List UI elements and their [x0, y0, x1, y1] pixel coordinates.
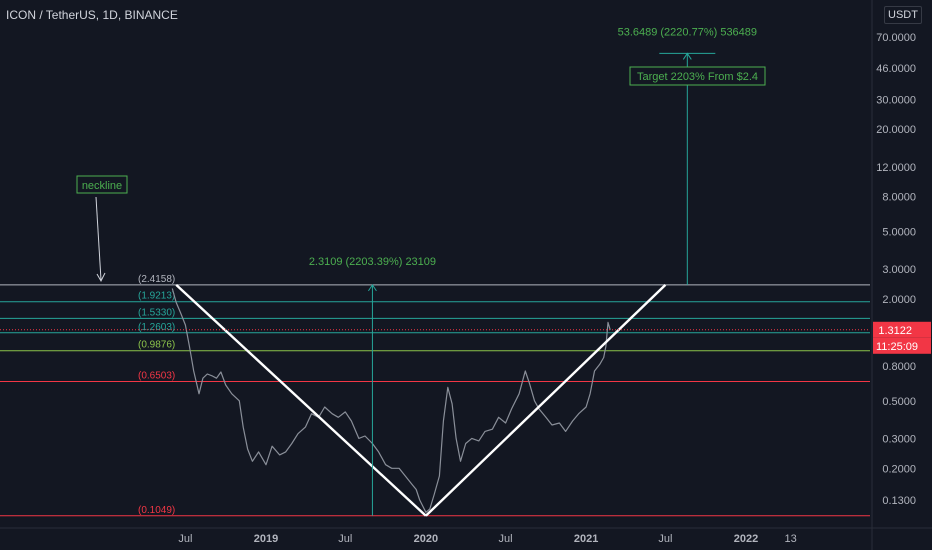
countdown-tag [873, 337, 931, 354]
y-tick-label: 20.0000 [876, 124, 916, 136]
y-tick-label: 3.0000 [882, 264, 916, 276]
y-tick-label: 12.0000 [876, 162, 916, 174]
level-label: (0.1049) [138, 505, 175, 516]
v-pattern-line [425, 283, 667, 517]
y-tick-label: 0.5000 [882, 396, 916, 408]
countdown-label: 11:25:09 [876, 341, 918, 353]
level-label: (1.5330) [138, 307, 175, 318]
symbol-title[interactable]: ICON / TetherUS, 1D, BINANCE [6, 8, 178, 22]
last-price-tag [873, 321, 931, 338]
level-label: (1.2603) [138, 322, 175, 333]
neckline-arrow [95, 196, 102, 281]
x-tick-label: 13 [785, 533, 797, 545]
y-tick-label: 8.0000 [882, 192, 916, 204]
y-tick-label: 0.3000 [882, 433, 916, 445]
y-tick-label: 2.0000 [882, 294, 916, 306]
measure-label: 53.6489 (2220.77%) 536489 [618, 26, 757, 38]
x-tick-label: Jul [338, 533, 352, 545]
last-price-label: 1.3122 [878, 325, 912, 337]
target-note-label: Target 2203% From $2.4 [637, 71, 758, 83]
currency-button[interactable]: USDT [884, 6, 922, 24]
measure-label: 2.3109 (2203.39%) 23109 [309, 256, 436, 268]
y-tick-label: 70.0000 [876, 32, 916, 44]
x-tick-label: 2019 [254, 533, 278, 545]
x-tick-label: Jul [658, 533, 672, 545]
level-label: (1.9213) [138, 291, 175, 302]
neckline-box [76, 175, 128, 194]
neckline-label: neckline [82, 180, 122, 192]
level-label: (0.6503) [138, 370, 175, 381]
price-series-line [171, 288, 611, 513]
y-tick-label: 30.0000 [876, 94, 916, 106]
y-tick-label: 0.1300 [882, 495, 916, 507]
y-tick-label: 5.0000 [882, 226, 916, 238]
y-tick-label: 46.0000 [876, 63, 916, 75]
target-note-box [629, 66, 766, 86]
x-tick-label: 2021 [574, 533, 598, 545]
y-tick-label: 0.8000 [882, 361, 916, 373]
x-tick-label: Jul [499, 533, 513, 545]
measure-arrow-head [368, 283, 377, 292]
y-tick-label: 0.2000 [882, 463, 916, 475]
x-tick-label: 2022 [734, 533, 758, 545]
level-label: (2.4158) [138, 274, 175, 285]
neckline-arrow-head [96, 272, 106, 283]
level-label: (0.9876) [138, 340, 175, 351]
v-pattern-line [175, 283, 427, 517]
x-tick-label: 2020 [414, 533, 438, 545]
x-tick-label: Jul [178, 533, 192, 545]
